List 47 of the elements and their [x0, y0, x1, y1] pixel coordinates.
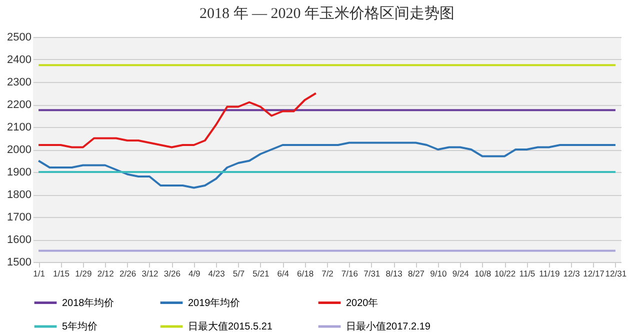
x-tick-label: 10/8 [474, 268, 492, 278]
x-tick-label: 8/13 [386, 268, 403, 278]
legend-label: 日最大值2015.5.21 [188, 320, 273, 332]
line-series [38, 92, 317, 148]
x-tick-label: 8/27 [408, 268, 425, 278]
x-tick-label: 11/19 [539, 268, 560, 278]
y-tick-label: 2300 [7, 76, 32, 88]
y-tick-label: 1700 [7, 212, 32, 224]
x-tick-label: 4/23 [208, 268, 226, 278]
x-tick-label: 7/16 [341, 268, 358, 278]
y-tick-label: 1800 [7, 189, 32, 201]
y-tick-label: 1900 [7, 166, 32, 178]
x-tick-label: 7/31 [364, 268, 380, 278]
x-tick-label: 2/26 [120, 268, 136, 278]
x-tick-label: 11/5 [519, 268, 536, 278]
line-series [38, 142, 616, 189]
x-tick-label: 1/1 [33, 268, 46, 278]
x-tick-label: 9/24 [452, 268, 470, 278]
x-tick-label: 6/4 [277, 268, 290, 278]
legend-label: 2019年均价 [188, 296, 240, 309]
x-tick-label: 5/7 [232, 268, 245, 278]
x-tick-label: 10/22 [494, 268, 516, 278]
x-tick-label: 6/18 [297, 268, 314, 278]
legend-label: 日最小值2017.2.19 [346, 320, 431, 332]
x-tick-label: 4/9 [188, 268, 201, 278]
x-tick-label: 12/31 [605, 268, 627, 278]
y-tick-label: 2200 [7, 99, 32, 111]
y-tick-label: 1600 [7, 234, 32, 246]
y-tick-label: 2400 [7, 54, 32, 66]
x-tick-label: 12/17 [583, 268, 605, 278]
x-tick-label: 2/12 [97, 268, 114, 278]
y-tick-label: 1500 [7, 256, 32, 268]
legend-label: 2020年 [346, 296, 378, 309]
x-tick-label: 1/29 [75, 268, 92, 278]
x-tick-label: 7/2 [322, 268, 334, 278]
y-tick-label: 2100 [7, 122, 32, 134]
legend-label: 2018年均价 [62, 296, 114, 309]
x-tick-label: 3/12 [142, 268, 159, 278]
x-tick-label: 12/3 [563, 268, 580, 278]
x-tick-label: 1/15 [52, 268, 70, 278]
x-tick-label: 5/21 [252, 268, 270, 278]
x-tick-label: 3/26 [164, 268, 181, 278]
chart-title: 2018 年 — 2020 年玉米价格区间走势图 [200, 5, 454, 22]
y-tick-label: 2000 [7, 144, 32, 156]
legend-label: 5年均价 [62, 320, 98, 332]
x-tick-label: 9/10 [430, 268, 447, 278]
y-tick-label: 2500 [7, 32, 32, 44]
